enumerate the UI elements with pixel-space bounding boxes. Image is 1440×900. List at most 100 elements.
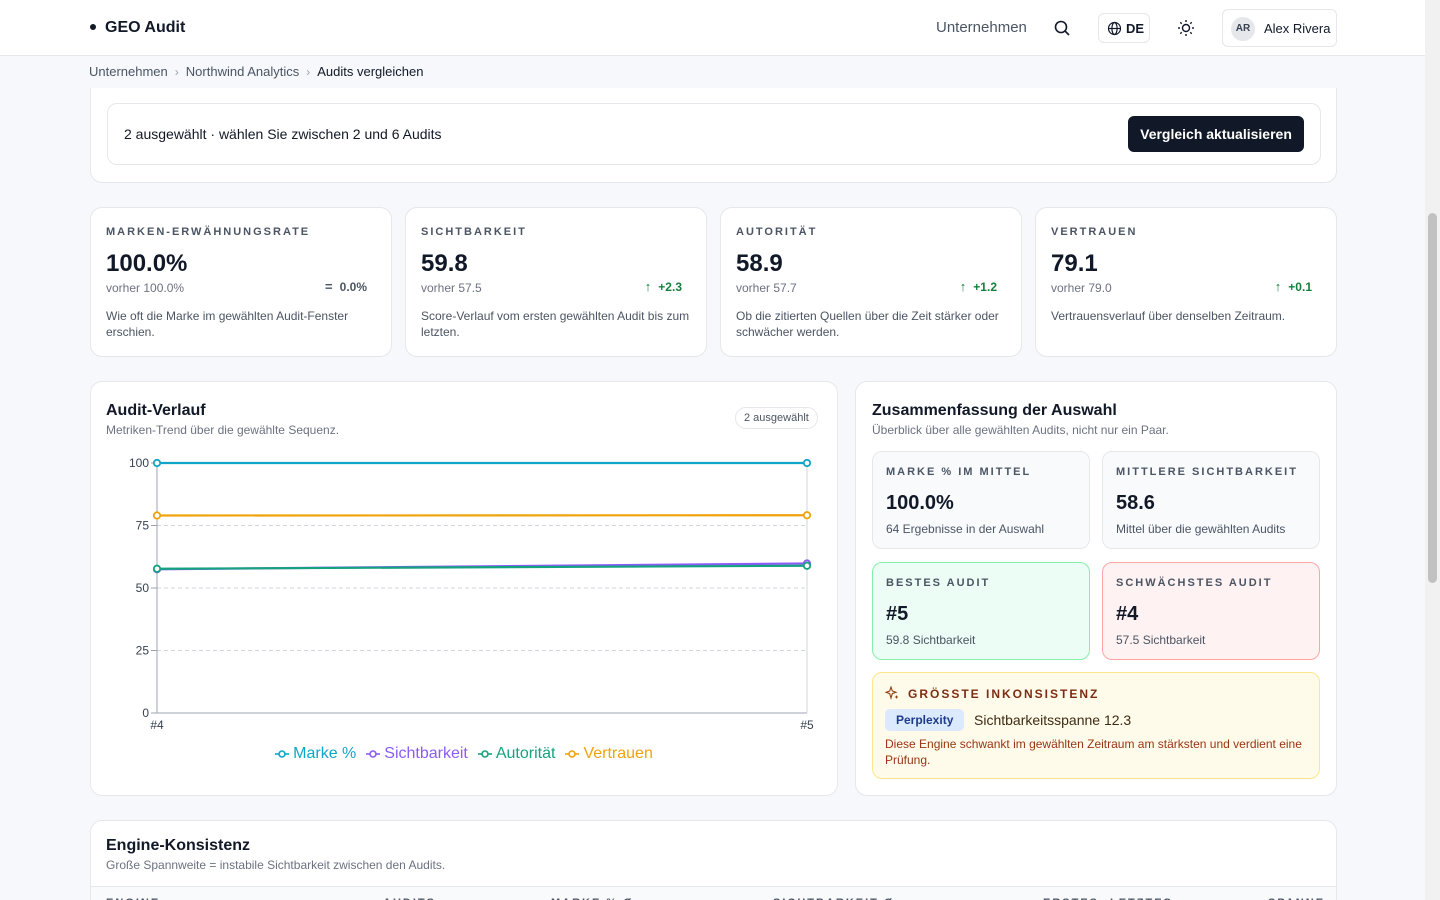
- stat-value: 100.0%: [886, 492, 954, 514]
- theme-icon[interactable]: [1177, 19, 1195, 37]
- data-point: [802, 561, 812, 570]
- selection-box: 2 ausgewählt · wählen Sie zwischen 2 und…: [107, 103, 1321, 165]
- legend-item[interactable]: Autorität: [477, 745, 556, 763]
- kpi-description: Score-Verlauf vom ersten gewählten Audit…: [421, 309, 690, 339]
- inconsistency-label: GRÖSSTE INKONSISTENZ: [908, 687, 1100, 701]
- trend-icon: =: [325, 279, 333, 294]
- legend-item[interactable]: Vertrauen: [565, 745, 653, 763]
- kpi-value: 79.1: [1051, 250, 1098, 277]
- summary-subtitle: Überblick über alle gewählten Audits, ni…: [872, 423, 1169, 437]
- kpi-value: 100.0%: [106, 250, 188, 277]
- language-button[interactable]: DE: [1098, 13, 1150, 43]
- summary-stat: MARKE % IM MITTEL 100.0% 64 Ergebnisse in …: [872, 451, 1090, 549]
- kpi-card: MARKEN-ERWÄHNUNGSRATE 100.0% vorher 100.0%…: [90, 207, 392, 357]
- kpi-label: VERTRAUEN: [1051, 226, 1138, 238]
- summary-stat: BESTES AUDIT #5 59.8 Sichtbarkeit: [872, 562, 1090, 660]
- kpi-label: MARKEN-ERWÄHNUNGSRATE: [106, 226, 311, 238]
- trend-icon: ↑: [644, 279, 652, 294]
- legend-label: Autorität: [495, 745, 556, 762]
- search-icon[interactable]: [1053, 19, 1071, 37]
- engine-badge: Perplexity: [885, 709, 965, 731]
- selection-status: 2 ausgewählt · wählen Sie zwischen 2 und…: [124, 126, 442, 142]
- user-button[interactable]: AR Alex Rivera: [1222, 9, 1337, 47]
- delta-text: +1.2: [973, 279, 997, 294]
- data-point: [152, 511, 162, 520]
- column-header: ERSTES: [1043, 897, 1099, 900]
- column-header: SICHTBARKEIT Ø: [773, 897, 895, 900]
- kpi-delta: ↑ +1.2: [960, 279, 997, 294]
- breadcrumb: Unternehmen › Northwind Analytics › Audits v…: [89, 64, 423, 79]
- y-tick-label: 0: [142, 706, 149, 720]
- scroll-thumb[interactable]: [1428, 213, 1437, 583]
- legend-label: Sichtbarkeit: [384, 745, 468, 762]
- top-bar: GEO Audit Unternehmen DE AR Alex Rivera: [0, 0, 1425, 56]
- delta-text: 0.0%: [339, 279, 367, 294]
- inconsistency-span: Sichtbarkeitsspanne 12.3: [974, 712, 1132, 728]
- update-button[interactable]: Vergleich aktualisieren: [1128, 116, 1304, 152]
- kpi-value: 59.8: [421, 250, 468, 277]
- chart: 0 25 50 75 100 #4 #5: [129, 456, 814, 732]
- data-point: [152, 458, 162, 468]
- x-tick-label: #5: [800, 718, 814, 732]
- kpi-card: SICHTBARKEIT 59.8 vorher 57.5 ↑ +2.3 Score-Ve…: [405, 207, 707, 357]
- kpi-description: Wie oft die Marke im gewählten Audit-Fen…: [106, 309, 349, 339]
- column-header: ENGINE: [106, 897, 160, 900]
- inconsistency-card: GRÖSSTE INKONSISTENZ Perplexity Sichtbar…: [872, 672, 1320, 779]
- stat-label: SCHWÄCHSTES AUDIT: [1116, 577, 1273, 589]
- series-line: [156, 564, 808, 570]
- legend-item[interactable]: Marke %: [275, 745, 356, 763]
- legend-icon: [366, 750, 381, 758]
- globe-icon: [1107, 21, 1122, 36]
- kpi-description: Vertrauensverlauf über denselben Zeitrau…: [1051, 309, 1286, 323]
- kpi-previous: vorher 100.0%: [106, 281, 185, 295]
- legend-icon: [275, 750, 290, 758]
- kpi-card: VERTRAUEN 79.1 vorher 79.0 ↑ +0.1 Vertrauensv…: [1035, 207, 1337, 357]
- legend-icon: [565, 750, 580, 758]
- stat-value: #5: [886, 603, 909, 625]
- kpi-previous: vorher 57.7: [736, 281, 797, 295]
- nav-link[interactable]: Unternehmen: [936, 19, 1027, 36]
- y-tick-label: 100: [129, 456, 149, 470]
- selection-card: 2 ausgewählt · wählen Sie zwischen 2 und…: [90, 88, 1337, 183]
- breadcrumb-separator: ›: [306, 64, 311, 79]
- table-header: ENGINE AUDITS MARKE % Ø SICHTBARKEIT Ø ERSTE…: [91, 886, 1336, 900]
- legend: Marke % Sichtbarkeit Autorität Vertrauen: [91, 745, 837, 763]
- x-tick-label: #4: [150, 718, 164, 732]
- scrollbar: [1425, 0, 1440, 900]
- breadcrumb-item[interactable]: Unternehmen: [89, 64, 168, 79]
- engine-title: Engine-Konsistenz: [106, 837, 251, 854]
- legend-label: Vertrauen: [583, 745, 653, 762]
- sparkle-icon: [885, 686, 899, 700]
- engine-card: Engine-Konsistenz Große Spannweite = ins…: [90, 820, 1337, 900]
- legend-label: Marke %: [293, 745, 357, 762]
- kpi-delta: ↑ +0.1: [1275, 279, 1312, 294]
- kpi-label: SICHTBARKEIT: [421, 226, 527, 238]
- data-point: [802, 458, 812, 468]
- stat-value: #4: [1116, 603, 1139, 625]
- column-header: MARKE % Ø: [551, 897, 634, 900]
- kpi-value: 58.9: [736, 250, 783, 277]
- kpi-card: AUTORITÄT 58.9 vorher 57.7 ↑ +1.2 Ob die ziti…: [720, 207, 1022, 357]
- summary-title: Zusammenfassung der Auswahl: [872, 402, 1117, 419]
- stat-note: 57.5 Sichtbarkeit: [1116, 633, 1206, 647]
- brand[interactable]: GEO Audit: [105, 19, 186, 36]
- breadcrumb-item[interactable]: Northwind Analytics: [185, 64, 300, 79]
- kpi-description: Ob die zitierten Quellen über die Zeit s…: [736, 309, 999, 339]
- column-header: LETZTES: [1110, 897, 1173, 900]
- kpi-delta: = 0.0%: [325, 279, 367, 294]
- user-name: Alex Rivera: [1264, 21, 1331, 36]
- inconsistency-description: Diese Engine schwankt im gewählten Zeitr…: [885, 737, 1302, 767]
- brand-dot: [90, 24, 96, 30]
- stat-note: Mittel über die gewählten Audits: [1116, 522, 1286, 536]
- legend-item[interactable]: Sichtbarkeit: [366, 745, 468, 763]
- stat-value: 58.6: [1116, 492, 1155, 514]
- data-point: [802, 511, 812, 520]
- data-point: [152, 564, 162, 573]
- stat-label: MARKE % IM MITTEL: [886, 466, 1032, 478]
- stat-label: MITTLERE SICHTBARKEIT: [1116, 466, 1298, 478]
- y-tick-label: 75: [136, 519, 150, 533]
- kpi-previous: vorher 57.5: [421, 281, 482, 295]
- chart-title: Audit-Verlauf: [106, 402, 206, 419]
- chart-subtitle: Metriken-Trend über die gewählte Sequenz…: [106, 423, 340, 437]
- kpi-previous: vorher 79.0: [1051, 281, 1112, 295]
